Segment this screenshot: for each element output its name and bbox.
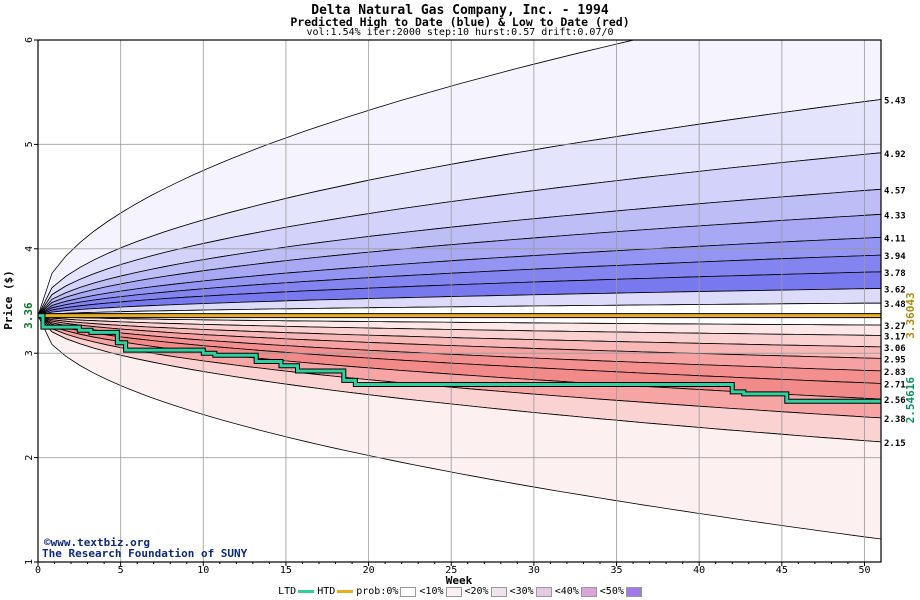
x-tick-label-45: 45 bbox=[776, 565, 788, 576]
legend-ltd-label: LTD bbox=[278, 586, 297, 597]
end-value-label-12: 3.06 bbox=[884, 344, 906, 354]
legend-ltd-swatch bbox=[298, 590, 315, 593]
end-value-label-11: 3.17 bbox=[884, 332, 906, 342]
legend-bin-swatch bbox=[625, 586, 642, 597]
x-tick-label-0: 0 bbox=[35, 565, 41, 576]
legend-prob-swatch bbox=[400, 586, 417, 597]
legend-bin-5: <50% bbox=[600, 586, 642, 597]
y-tick-label-5: 5 bbox=[24, 141, 35, 147]
x-tick-label-5: 5 bbox=[118, 565, 124, 576]
legend-htd-label: HTD bbox=[317, 586, 336, 597]
legend-ltd: LTD bbox=[278, 586, 315, 597]
x-tick-label-15: 15 bbox=[280, 565, 292, 576]
labels: 3.36 3.36043 2.54616 5.43 4.92 4.57 4.33 4.11 3.… bbox=[22, 97, 917, 449]
probability-bands bbox=[38, 40, 881, 562]
chart-subtitle: Predicted High to Date (blue) & Low to D… bbox=[290, 15, 630, 29]
y-tick-label-4: 4 bbox=[24, 246, 35, 252]
x-tick-label-20: 20 bbox=[363, 565, 375, 576]
y-tick-label-1: 1 bbox=[24, 559, 35, 565]
end-value-label-18: 2.15 bbox=[884, 439, 906, 449]
end-value-label-1: 5.43 bbox=[884, 97, 906, 107]
end-value-label-5: 4.11 bbox=[884, 234, 906, 244]
ltd-end-value: 2.54616 bbox=[904, 377, 917, 424]
y-tick-label-6: 6 bbox=[24, 37, 35, 43]
legend: LTD HTD prob:0% <10% <20% <30% <40% <50% bbox=[0, 586, 920, 597]
end-value-label-15: 2.71 bbox=[884, 380, 906, 390]
legend-bin-swatch bbox=[580, 586, 597, 597]
x-tick-label-10: 10 bbox=[197, 565, 209, 576]
start-price-label: 3.36 bbox=[22, 302, 35, 329]
end-value-label-3: 4.57 bbox=[884, 186, 906, 196]
series-lines bbox=[38, 313, 881, 404]
htd-end-value: 3.36043 bbox=[904, 292, 917, 338]
end-value-label-4: 4.33 bbox=[884, 211, 906, 221]
x-tick-label-50: 50 bbox=[858, 565, 870, 576]
legend-prob: prob:0% bbox=[356, 586, 417, 597]
plot-frame bbox=[37, 39, 882, 563]
legend-htd: HTD bbox=[317, 586, 354, 597]
end-value-label-6: 3.94 bbox=[884, 252, 906, 262]
end-value-label-16: 2.56 bbox=[884, 396, 906, 406]
legend-bin-2: <20% bbox=[465, 586, 507, 597]
watermark-url: ©www.textbiz.org bbox=[44, 536, 150, 549]
end-value-label-8: 3.62 bbox=[884, 285, 906, 295]
legend-prob-label: prob:0% bbox=[356, 586, 399, 597]
end-value-label-9: 3.48 bbox=[884, 300, 906, 310]
legend-htd-swatch bbox=[337, 590, 354, 593]
y-tick-label-3: 3 bbox=[24, 350, 35, 356]
end-value-label-7: 3.78 bbox=[884, 269, 906, 279]
end-value-label-17: 2.38 bbox=[884, 415, 906, 425]
end-value-label-10: 3.27 bbox=[884, 322, 906, 332]
end-value-label-2: 4.92 bbox=[884, 150, 906, 160]
y-tick-label-2: 2 bbox=[24, 455, 35, 461]
legend-bin-label: <30% bbox=[509, 586, 534, 597]
legend-bin-swatch bbox=[490, 586, 507, 597]
end-value-label-13: 2.95 bbox=[884, 355, 906, 365]
legend-bin-label: <10% bbox=[419, 586, 444, 597]
watermark-org: The Research Foundation of SUNY bbox=[42, 547, 248, 560]
x-tick-label-30: 30 bbox=[528, 565, 540, 576]
x-tick-label-25: 25 bbox=[445, 565, 457, 576]
legend-bin-label: <50% bbox=[599, 586, 624, 597]
legend-bin-label: <20% bbox=[464, 586, 489, 597]
legend-bin-swatch bbox=[445, 586, 462, 597]
ltd-line bbox=[38, 314, 881, 403]
y-axis-label: Price ($) bbox=[2, 270, 15, 330]
legend-bin-label: <40% bbox=[554, 586, 579, 597]
x-axis-label: Week bbox=[446, 574, 473, 587]
chart-title: Delta Natural Gas Company, Inc. - 1994 bbox=[311, 3, 609, 18]
chart-parameters: vol:1.54% iter:2000 step:10 hurst:0.57 d… bbox=[306, 27, 614, 38]
legend-bin-4: <40% bbox=[555, 586, 597, 597]
x-tick-label-35: 35 bbox=[611, 565, 623, 576]
x-tick-label-40: 40 bbox=[693, 565, 705, 576]
legend-bin-3: <30% bbox=[510, 586, 552, 597]
legend-bin-swatch bbox=[535, 586, 552, 597]
end-value-label-14: 2.83 bbox=[884, 368, 906, 378]
low-band-9 bbox=[38, 315, 881, 540]
legend-bin-1: <10% bbox=[419, 586, 462, 597]
